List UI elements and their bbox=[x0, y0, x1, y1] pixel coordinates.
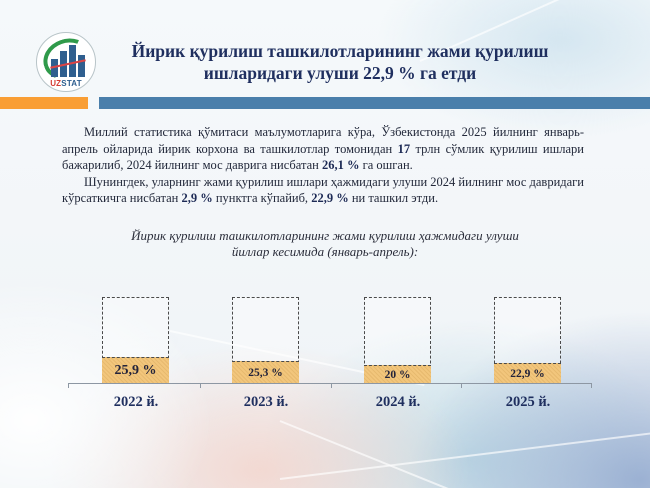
x-label-2023: 2023 й. bbox=[243, 394, 289, 410]
chart-title: Йирик қурилиш ташкилотларининг жами қури… bbox=[80, 228, 570, 260]
title-line-1: Йирик қурилиш ташкилотларининг жами қури… bbox=[131, 41, 549, 61]
bar-2024: 20 % bbox=[364, 297, 431, 383]
bar-value-label: 20 % bbox=[384, 368, 411, 381]
bar-2025: 22,9 % bbox=[494, 297, 561, 383]
body-text: Миллий статистика қўмитаси маълумотлариг… bbox=[62, 124, 584, 207]
bar-value-label: 22,9 % bbox=[510, 367, 545, 380]
bg-streak bbox=[279, 420, 485, 488]
bar-fill: 25,3 % bbox=[232, 361, 299, 383]
logo-text: UZSTAT bbox=[50, 79, 82, 88]
bar-fill: 25,9 % bbox=[102, 357, 169, 383]
bar-fill: 22,9 % bbox=[494, 363, 561, 383]
axis-tick bbox=[331, 383, 332, 388]
bar-value-label: 25,9 % bbox=[114, 362, 157, 378]
axis-tick bbox=[461, 383, 462, 388]
accent-bar-orange bbox=[0, 97, 88, 109]
bg-streak bbox=[279, 426, 650, 480]
accent-bar-blue bbox=[99, 97, 650, 109]
x-axis bbox=[68, 383, 592, 384]
axis-tick bbox=[200, 383, 201, 388]
uzstat-logo: UZSTAT bbox=[36, 32, 96, 92]
bar-2022: 25,9 % bbox=[102, 297, 169, 383]
paragraph-2: Шунингдек, уларнинг жами қурилиш ишлари … bbox=[62, 174, 584, 206]
paragraph-1: Миллий статистика қўмитаси маълумотлариг… bbox=[62, 125, 584, 173]
bar-chart: 25,9 % 25,3 % 20 % 22,9 % 2022 й. 2023 й… bbox=[68, 290, 596, 420]
title-line-2: ишларидаги улуши 22,9 % га етди bbox=[203, 63, 477, 83]
bar-2023: 25,3 % bbox=[232, 297, 299, 383]
chart-title-line-1: Йирик қурилиш ташкилотларининг жами қури… bbox=[131, 228, 519, 243]
axis-tick bbox=[591, 383, 592, 388]
bar-value-label: 25,3 % bbox=[248, 366, 283, 379]
x-label-2024: 2024 й. bbox=[375, 394, 421, 410]
page-title: Йирик қурилиш ташкилотларининг жами қури… bbox=[108, 40, 572, 84]
header: UZSTAT Йирик қурилиш ташкилотларининг жа… bbox=[0, 0, 650, 115]
x-label-2025: 2025 й. bbox=[505, 394, 551, 410]
axis-tick bbox=[68, 383, 69, 388]
x-label-2022: 2022 й. bbox=[113, 394, 159, 410]
bar-fill: 20 % bbox=[364, 365, 431, 383]
chart-title-line-2: йиллар кесимида (январь-апрель): bbox=[231, 244, 419, 259]
